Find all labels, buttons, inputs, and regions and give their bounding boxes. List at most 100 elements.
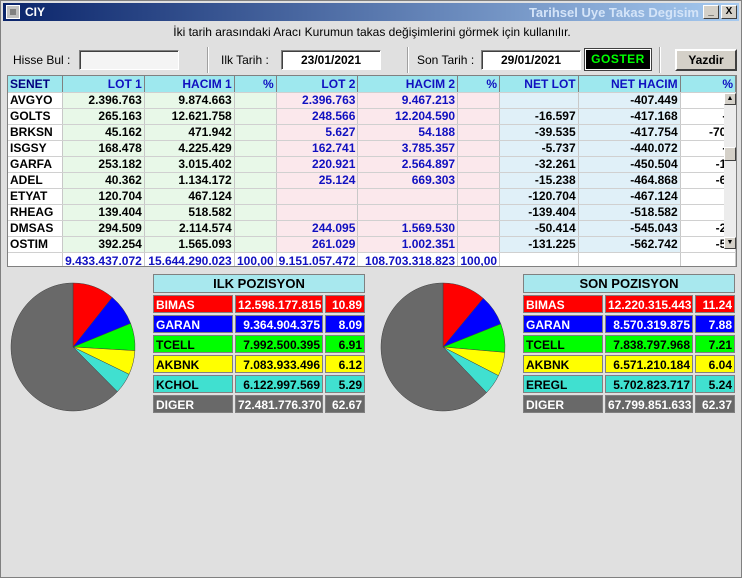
grid-cell[interactable]: GARFA (8, 156, 64, 173)
grid-cell[interactable] (457, 124, 501, 141)
grid-cell[interactable] (357, 204, 459, 221)
grid-cell[interactable] (234, 188, 277, 205)
grid-cell[interactable]: 45.162 (62, 124, 145, 141)
grid-cell[interactable]: 392.254 (62, 236, 145, 253)
grid-cell[interactable]: 1.134.172 (144, 172, 235, 189)
grid-cell[interactable]: 2.396.763 (62, 92, 145, 109)
table-row[interactable]: AVGYO 2.396.763 9.874.663 2.396.763 9.467.21… (8, 92, 736, 109)
grid-cell[interactable]: -440.072 (578, 140, 681, 157)
grid-cell[interactable]: 139.404 (62, 204, 145, 221)
grid-cell[interactable]: 294.509 (62, 220, 145, 237)
grid-cell[interactable]: 120.704 (62, 188, 145, 205)
grid-cell[interactable]: 4.225.429 (144, 140, 235, 157)
grid-cell[interactable]: -518.582 (578, 204, 681, 221)
grid-cell[interactable]: -15.238 (499, 172, 579, 189)
scroll-down-icon[interactable]: ▼ (724, 237, 736, 249)
grid-cell[interactable] (680, 204, 736, 221)
grid-cell[interactable] (680, 188, 736, 205)
grid-cell[interactable]: -39.535 (499, 124, 579, 141)
grid-cell[interactable] (457, 220, 501, 237)
grid-header-cell[interactable]: HACIM 2 (357, 76, 459, 93)
grid-cell[interactable]: DMSAS (8, 220, 64, 237)
grid-cell[interactable]: -32.261 (499, 156, 579, 173)
grid-cell[interactable] (457, 204, 501, 221)
grid-cell[interactable]: -467.124 (578, 188, 681, 205)
ilk-tarih-input[interactable]: 23/01/2021 (281, 50, 381, 70)
grid-cell[interactable]: 162.741 (276, 140, 359, 157)
grid-cell[interactable] (234, 124, 277, 141)
grid-cell[interactable]: 12.621.758 (144, 108, 235, 125)
table-row[interactable]: ETYAT 120.704 467.124 -120.704 -467.124 (8, 188, 736, 205)
grid-cell[interactable]: 9.874.663 (144, 92, 235, 109)
position-row[interactable]: DIGER 67.799.851.633 62.37 (523, 395, 735, 413)
grid-cell[interactable] (357, 188, 459, 205)
table-row[interactable]: RHEAG 139.404 518.582 -139.404 -518.582 (8, 204, 736, 221)
grid-cell[interactable]: -6 (680, 108, 736, 125)
table-row[interactable]: DMSAS 294.509 2.114.574 244.095 1.569.530 -50… (8, 220, 736, 237)
grid-header-cell[interactable]: % (457, 76, 501, 93)
grid-cell[interactable]: 2.396.763 (276, 92, 359, 109)
table-row[interactable]: ADEL 40.362 1.134.172 25.124 669.303 -15.238-… (8, 172, 736, 189)
grid-cell[interactable]: 1.565.093 (144, 236, 235, 253)
grid-cell[interactable]: -417.168 (578, 108, 681, 125)
grid-cell[interactable]: ADEL (8, 172, 64, 189)
grid-cell[interactable]: -16.597 (499, 108, 579, 125)
grid-cell[interactable]: 253.182 (62, 156, 145, 173)
grid-cell[interactable]: 9.467.213 (357, 92, 459, 109)
position-row[interactable]: AKBNK 6.571.210.184 6.04 (523, 355, 735, 373)
grid-cell[interactable]: -5.737 (499, 140, 579, 157)
position-row[interactable]: AKBNK 7.083.933.496 6.12 (153, 355, 365, 373)
table-row[interactable]: BRKSN 45.162 471.942 5.627 54.188 -39.535 -417… (8, 124, 736, 141)
grid-cell[interactable]: 244.095 (276, 220, 359, 237)
grid-cell[interactable] (234, 108, 277, 125)
grid-cell[interactable] (457, 156, 501, 173)
grid-cell[interactable] (457, 140, 501, 157)
son-tarih-input[interactable]: 29/01/2021 (481, 50, 581, 70)
grid-cell[interactable] (457, 188, 501, 205)
grid-cell[interactable]: RHEAG (8, 204, 64, 221)
position-row[interactable]: BIMAS 12.598.177.815 10.89 (153, 295, 365, 313)
grid-cell[interactable] (499, 92, 579, 109)
scroll-thumb[interactable] (724, 147, 736, 161)
hisse-bul-input[interactable] (79, 50, 179, 70)
position-row[interactable]: GARAN 8.570.319.875 7.88 (523, 315, 735, 333)
grid-cell[interactable]: GOLTS (8, 108, 64, 125)
grid-header-cell[interactable]: % (680, 76, 736, 93)
grid-cell[interactable]: -20 (680, 220, 736, 237)
grid-cell[interactable]: 518.582 (144, 204, 235, 221)
grid-cell[interactable]: -464.868 (578, 172, 681, 189)
grid-cell[interactable]: 467.124 (144, 188, 235, 205)
grid-cell[interactable]: -562.742 (578, 236, 681, 253)
grid-cell[interactable]: 471.942 (144, 124, 235, 141)
grid-cell[interactable] (234, 92, 277, 109)
grid-cell[interactable] (457, 108, 501, 125)
grid-cell[interactable]: -417.754 (578, 124, 681, 141)
grid-cell[interactable]: ISGSY (8, 140, 64, 157)
table-row[interactable]: GARFA 253.182 3.015.402 220.921 2.564.897 -32… (8, 156, 736, 173)
grid-cell[interactable]: 2.114.574 (144, 220, 235, 237)
grid-cell[interactable]: AVGYO (8, 92, 64, 109)
grid-cell[interactable]: BRKSN (8, 124, 64, 141)
position-row[interactable]: TCELL 7.838.797.968 7.21 (523, 335, 735, 353)
title-bar[interactable]: CIY Tarihsel Uye Takas Degisim _ X (3, 3, 739, 21)
grid-cell[interactable]: 25.124 (276, 172, 359, 189)
grid-cell[interactable]: OSTIM (8, 236, 64, 253)
grid-cell[interactable] (457, 172, 501, 189)
grid-cell[interactable]: 1.002.351 (357, 236, 459, 253)
grid-vertical-scrollbar[interactable]: ▲ ▼ (724, 93, 736, 249)
grid-header-cell[interactable]: HACIM 1 (144, 76, 235, 93)
grid-cell[interactable] (234, 140, 277, 157)
grid-cell[interactable]: 54.188 (357, 124, 459, 141)
yazdir-button[interactable]: Yazdir (675, 49, 737, 71)
grid-cell[interactable]: 2.564.897 (357, 156, 459, 173)
grid-header-cell[interactable]: NET HACIM (578, 76, 681, 93)
position-row[interactable]: KCHOL 6.122.997.569 5.29 (153, 375, 365, 393)
grid-cell[interactable]: -120.704 (499, 188, 579, 205)
takas-grid[interactable]: SENET LOT 1 HACIM 1% LOT 2 HACIM 2% NET LOT NE… (7, 75, 737, 267)
grid-cell[interactable]: -545.043 (578, 220, 681, 237)
grid-cell[interactable] (276, 188, 359, 205)
grid-cell[interactable]: -450.504 (578, 156, 681, 173)
table-row[interactable]: OSTIM 392.254 1.565.093 261.029 1.002.351 -13… (8, 236, 736, 253)
grid-cell[interactable] (234, 220, 277, 237)
grid-cell[interactable]: 3.785.357 (357, 140, 459, 157)
